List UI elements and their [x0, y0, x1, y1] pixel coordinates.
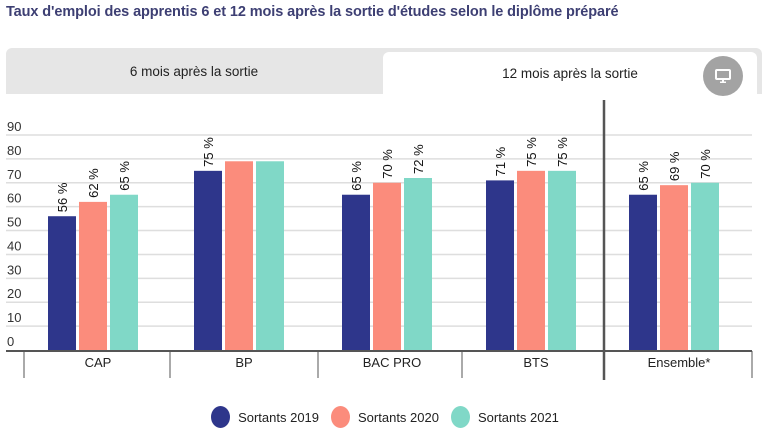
- data-label: 72 %: [411, 144, 426, 174]
- device-view-button[interactable]: [703, 56, 743, 96]
- bar: [373, 182, 401, 350]
- bar: [225, 161, 253, 350]
- data-label: 62 %: [86, 168, 101, 198]
- tab-bar: 6 mois après la sortie 12 mois après la …: [6, 48, 762, 94]
- bar: [48, 216, 76, 350]
- bar: [79, 201, 107, 350]
- bar: [629, 194, 657, 350]
- legend-label-2020: Sortants 2020: [358, 409, 439, 425]
- bar: [256, 161, 284, 350]
- y-tick-label: 40: [7, 238, 21, 253]
- bar: [110, 194, 138, 350]
- x-tick-label: Ensemble*: [648, 355, 711, 370]
- y-tick-label: 50: [7, 215, 21, 230]
- bar: [194, 170, 222, 350]
- bar: [691, 182, 719, 350]
- y-tick-label: 0: [7, 334, 14, 349]
- data-label: 75 %: [555, 137, 570, 167]
- legend-item-2021[interactable]: Sortants 2021: [450, 406, 559, 428]
- y-tick-label: 60: [7, 191, 21, 206]
- tab-6-mois[interactable]: 6 mois après la sortie: [129, 63, 259, 79]
- tab-12-mois[interactable]: 12 mois après la sortie: [383, 52, 757, 94]
- chart-title: Taux d'emploi des apprentis 6 et 12 mois…: [6, 4, 619, 20]
- x-tick-label: BTS: [523, 355, 549, 370]
- legend-label-2019: Sortants 2019: [238, 409, 320, 425]
- bar: [342, 194, 370, 350]
- y-tick-label: 80: [7, 143, 21, 158]
- data-label: 65 %: [636, 161, 651, 191]
- y-tick-label: 90: [7, 119, 21, 134]
- bar: [517, 170, 545, 350]
- legend-item-2020[interactable]: Sortants 2020: [331, 406, 439, 428]
- legend-label-2021: Sortants 2021: [477, 409, 559, 425]
- legend-swatch-2019: [211, 406, 231, 428]
- data-label: 75 %: [524, 137, 539, 167]
- bar: [548, 170, 576, 350]
- x-tick-label: BAC PRO: [363, 355, 422, 370]
- y-tick-label: 30: [7, 262, 21, 277]
- data-label: 69 %: [667, 151, 682, 181]
- data-label: 70 %: [380, 149, 395, 179]
- data-label: 65 %: [117, 161, 132, 191]
- bar: [660, 185, 688, 350]
- legend: Sortants 2019 Sortants 2020 Sortants 202…: [0, 404, 770, 430]
- legend-swatch-2020: [331, 406, 351, 428]
- data-label: 56 %: [55, 182, 70, 212]
- y-tick-label: 10: [7, 310, 21, 325]
- legend-item-2019[interactable]: Sortants 2019: [211, 406, 319, 428]
- legend-swatch-2021: [450, 406, 470, 428]
- data-label: 70 %: [698, 149, 713, 179]
- bar: [404, 178, 432, 350]
- data-label: 65 %: [349, 161, 364, 191]
- y-tick-label: 20: [7, 286, 21, 301]
- bar: [486, 180, 514, 350]
- y-tick-label: 70: [7, 167, 21, 182]
- data-label: 71 %: [493, 146, 508, 176]
- x-tick-label: CAP: [85, 355, 112, 370]
- monitor-icon: [715, 69, 731, 83]
- x-tick-label: BP: [235, 355, 252, 370]
- data-label: 75 %: [201, 137, 216, 167]
